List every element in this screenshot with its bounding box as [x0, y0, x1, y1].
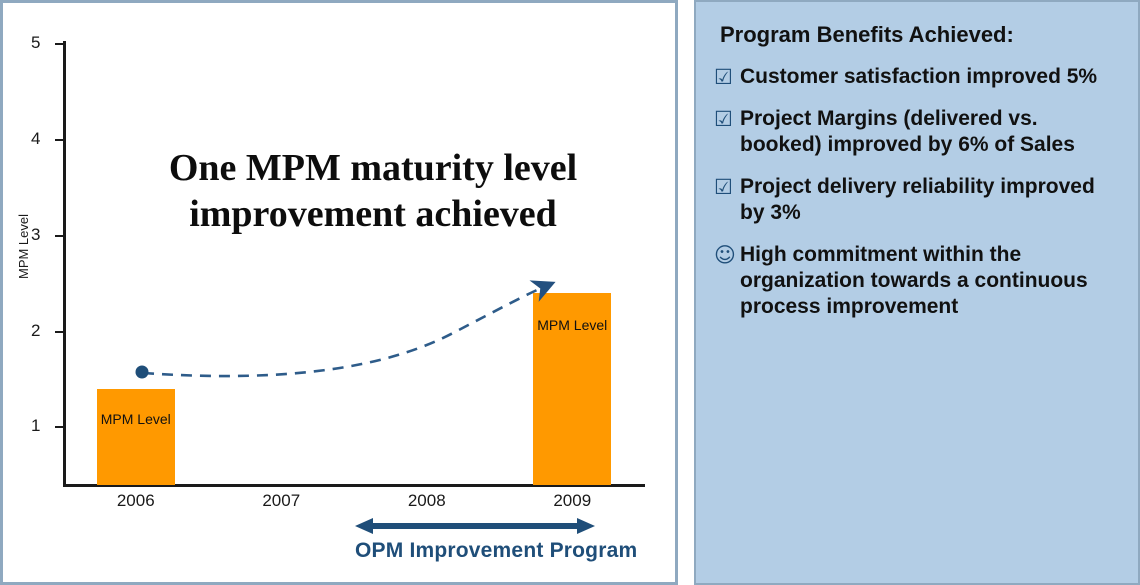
y-tick-mark	[55, 43, 64, 45]
chart-headline: One MPM maturity level improvement achie…	[168, 147, 578, 236]
benefits-panel: Program Benefits Achieved: ☑ Customer sat…	[694, 0, 1140, 585]
plot-area: MPM Level 1 2 3 4 5 2006 2007 2008 2009 MPM Lev…	[3, 3, 675, 582]
x-tick-label: 2007	[262, 491, 301, 510]
y-tick-label: 1	[31, 416, 41, 436]
y-tick-mark	[55, 234, 64, 237]
x-tick-label: 2009	[553, 491, 592, 510]
bar-2009: MPM Level	[533, 293, 612, 485]
benefit-item-text: High commitment within the organization …	[740, 243, 1088, 319]
y-axis-title: MPM Level	[16, 213, 32, 280]
benefit-item-text: Project delivery reliability improved by…	[740, 175, 1095, 225]
checkbox-checked-icon: ☑	[714, 107, 733, 132]
bar-value-label: MPM Level	[537, 317, 608, 334]
y-axis-line	[63, 41, 66, 487]
checkbox-checked-icon: ☑	[714, 175, 733, 200]
chart-panel: MPM Level 1 2 3 4 5 2006 2007 2008 2009 MPM Lev…	[0, 0, 678, 585]
y-tick-mark	[55, 426, 64, 429]
smiley-face-icon: ☺	[714, 243, 736, 268]
y-tick-label: 2	[31, 320, 41, 340]
benefits-panel-title: Program Benefits Achieved:	[720, 22, 1014, 47]
y-tick-mark	[55, 138, 64, 141]
benefit-item: ☺ High commitment within the organization…	[714, 242, 1120, 320]
benefit-item-text: Customer satisfaction improved 5%	[740, 65, 1098, 88]
trend-start-dot	[135, 365, 149, 379]
benefit-item: ☑ Project Margins (delivered vs. booked) …	[714, 106, 1120, 158]
y-tick-label: 5	[31, 33, 41, 52]
benefit-item: ☑ Customer satisfaction improved 5%	[714, 64, 1120, 90]
x-axis-line	[63, 484, 645, 487]
trend-curve-path	[142, 280, 556, 378]
y-tick-label: 3	[31, 224, 41, 244]
program-span-annotation: OPM Improvement Program	[355, 515, 638, 563]
y-tick-label: 4	[31, 128, 41, 148]
benefit-item: ☑ Project delivery reliability improved b…	[714, 174, 1120, 226]
checkbox-checked-icon: ☑	[714, 65, 733, 89]
bar-2006: MPM Level	[96, 389, 175, 485]
double-arrow-icon	[355, 518, 595, 534]
x-tick-label: 2006	[116, 491, 155, 510]
bar-value-label: MPM Level	[100, 411, 171, 428]
benefits-list: ☑ Customer satisfaction improved 5% ☑ Proje…	[714, 64, 1120, 320]
x-tick-label: 2008	[407, 491, 446, 510]
y-tick-mark	[55, 330, 64, 333]
benefit-item-text: Project Margins (delivered vs. booked) i…	[740, 107, 1075, 157]
program-arrow-label: OPM Improvement Program	[355, 539, 638, 562]
